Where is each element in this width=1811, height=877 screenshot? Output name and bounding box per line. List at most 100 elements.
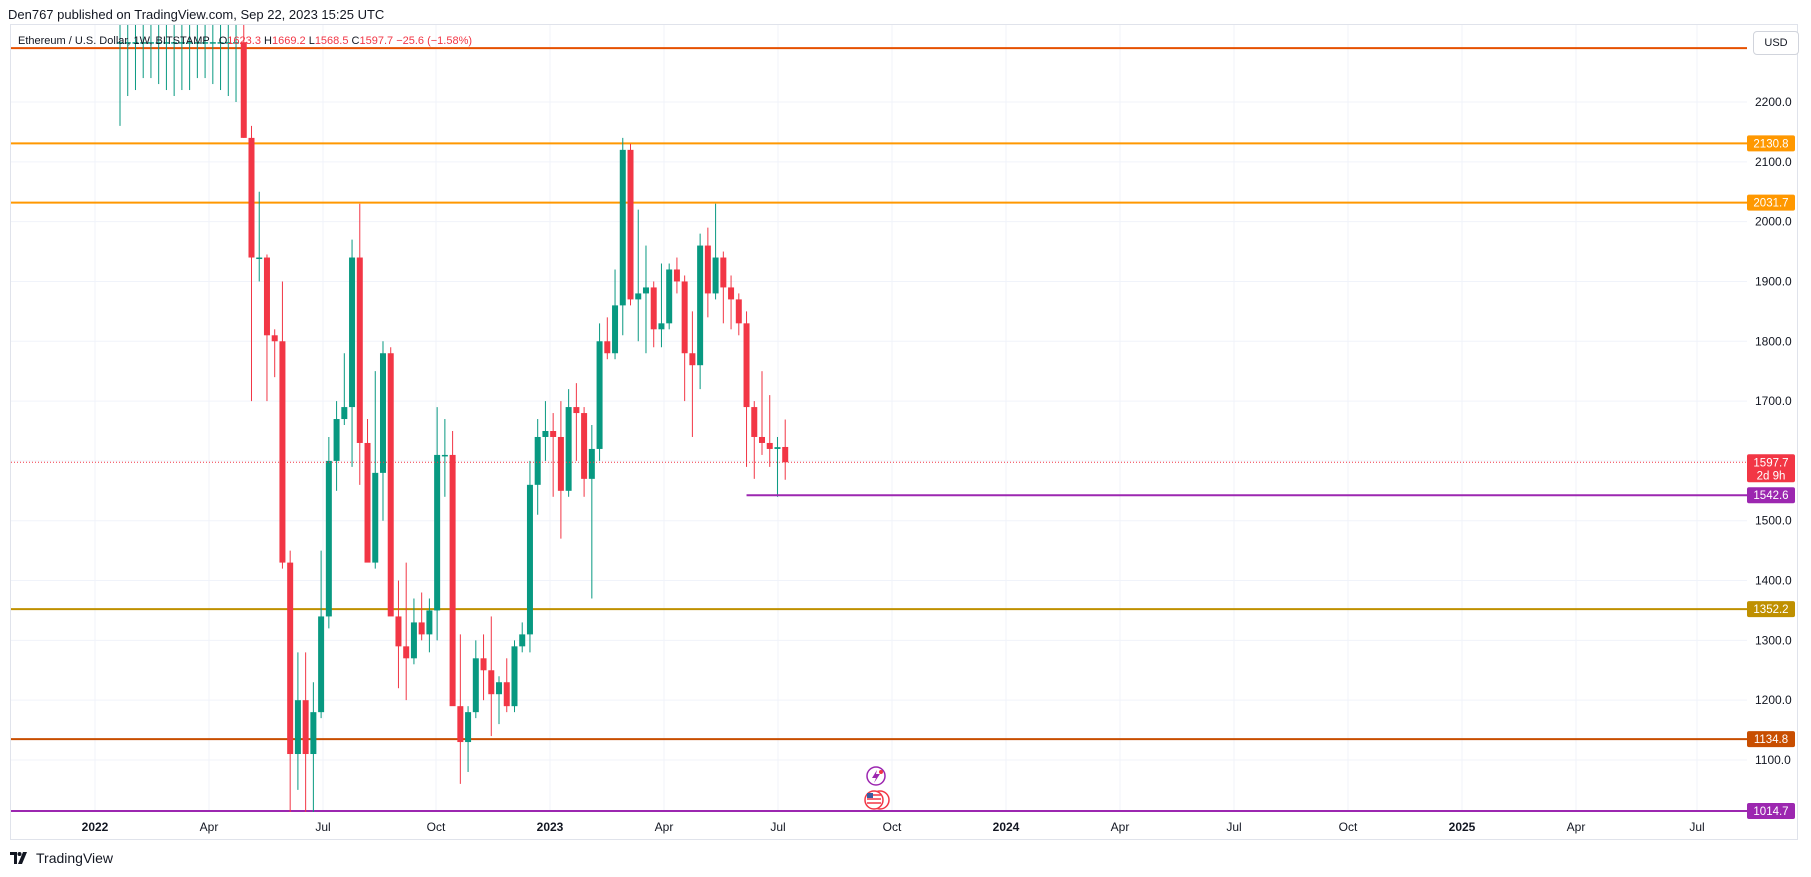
candle (782, 419, 789, 480)
price-axis[interactable]: 1100.01200.01300.01400.01500.01600.01700… (1755, 95, 1792, 767)
candle-body (379, 353, 386, 473)
last-price-tag-bg (1747, 454, 1795, 483)
tradingview-logo-icon (10, 852, 27, 864)
candle (318, 550, 325, 719)
open-value: 1623.3 (227, 35, 261, 47)
candle-body (209, 42, 216, 44)
candle-body (782, 446, 789, 463)
footer-brand[interactable]: TradingView (10, 850, 113, 866)
symbol-legend[interactable]: Ethereum / U.S. Dollar, 1W, BITSTAMP O16… (18, 35, 472, 47)
candle (147, 25, 154, 79)
candle (225, 25, 232, 97)
candle (372, 371, 379, 569)
time-axis-label: Jul (315, 820, 330, 834)
level-tag-text: 1134.8 (1754, 734, 1788, 746)
currency-button[interactable]: USD (1753, 31, 1799, 55)
candle-body (117, 42, 123, 44)
candle-body (673, 269, 680, 282)
candle (503, 658, 510, 713)
horizontal-levels[interactable] (11, 47, 1747, 813)
candle-body (596, 341, 603, 449)
candle-body (202, 42, 209, 44)
price-axis-label: 1800.0 (1755, 334, 1792, 348)
candle-body (712, 257, 719, 294)
candle-body (418, 622, 425, 635)
price-axis-label: 1900.0 (1755, 274, 1792, 288)
candle (627, 143, 634, 306)
price-axis-label: 1100.0 (1755, 753, 1791, 767)
open-label: O (218, 35, 228, 47)
time-axis-label: 2024 (993, 820, 1020, 834)
candle-body (287, 562, 294, 755)
event-icons[interactable] (864, 766, 890, 810)
candle-body (658, 323, 665, 330)
candle (759, 371, 766, 455)
candle-body (480, 658, 487, 671)
lightning-glyph-icon (872, 770, 880, 783)
level-tag-bg (1747, 731, 1795, 748)
candle-body (542, 430, 549, 437)
candle-body (588, 448, 595, 479)
candle (132, 25, 139, 91)
candle-body (441, 454, 448, 457)
candle-body (372, 472, 379, 563)
candle-body (186, 42, 193, 44)
candle (488, 616, 495, 737)
candle-body (294, 700, 301, 755)
candle (240, 25, 247, 138)
candle-body (728, 287, 735, 300)
price-axis-label: 1500.0 (1755, 514, 1792, 528)
candle-body (759, 436, 766, 443)
candle-body (557, 436, 564, 491)
candle-body (194, 42, 201, 44)
candle (619, 137, 626, 336)
candle (302, 652, 309, 812)
candle (472, 640, 479, 719)
candle (395, 580, 402, 689)
candle-body (650, 287, 657, 330)
candle-body (434, 454, 441, 611)
candle (457, 634, 464, 784)
candle (310, 682, 317, 812)
candle (557, 401, 564, 539)
candle-body (619, 149, 626, 306)
candle (697, 233, 704, 390)
candle (751, 401, 758, 479)
candle-body (310, 712, 317, 755)
candle (642, 245, 649, 354)
candle-body (766, 442, 773, 449)
candle-body (387, 353, 394, 617)
candle (256, 191, 263, 282)
candle (588, 425, 595, 599)
candle-body (774, 447, 781, 449)
candle (480, 634, 487, 701)
candle-body (565, 407, 572, 491)
candle (294, 652, 301, 790)
candle (573, 383, 580, 461)
high-value: 1669.2 (271, 35, 306, 47)
candle (117, 25, 123, 126)
candle-body (503, 682, 510, 707)
candle (689, 311, 696, 437)
time-axis-label: Oct (883, 820, 902, 834)
candle (403, 562, 410, 701)
level-tag-bg (1747, 135, 1795, 152)
candle-body (178, 42, 185, 44)
candle (163, 25, 170, 91)
candle-body (496, 682, 503, 695)
candle-body (511, 646, 518, 707)
candle (171, 25, 178, 97)
candle-body (720, 257, 727, 288)
candle-body (364, 442, 371, 563)
candle-body (155, 42, 162, 44)
candle-body (171, 42, 178, 44)
candle (673, 257, 680, 294)
candle-body (735, 299, 742, 324)
candle (511, 640, 518, 713)
time-axis[interactable]: 2022 Apr Jul Oct 2023 Apr Jul Oct 2024 Apr Jul Oct 2… (82, 820, 1705, 834)
candle (418, 592, 425, 641)
candle-body (550, 430, 557, 437)
candle-body (689, 353, 696, 366)
candle (279, 281, 286, 569)
